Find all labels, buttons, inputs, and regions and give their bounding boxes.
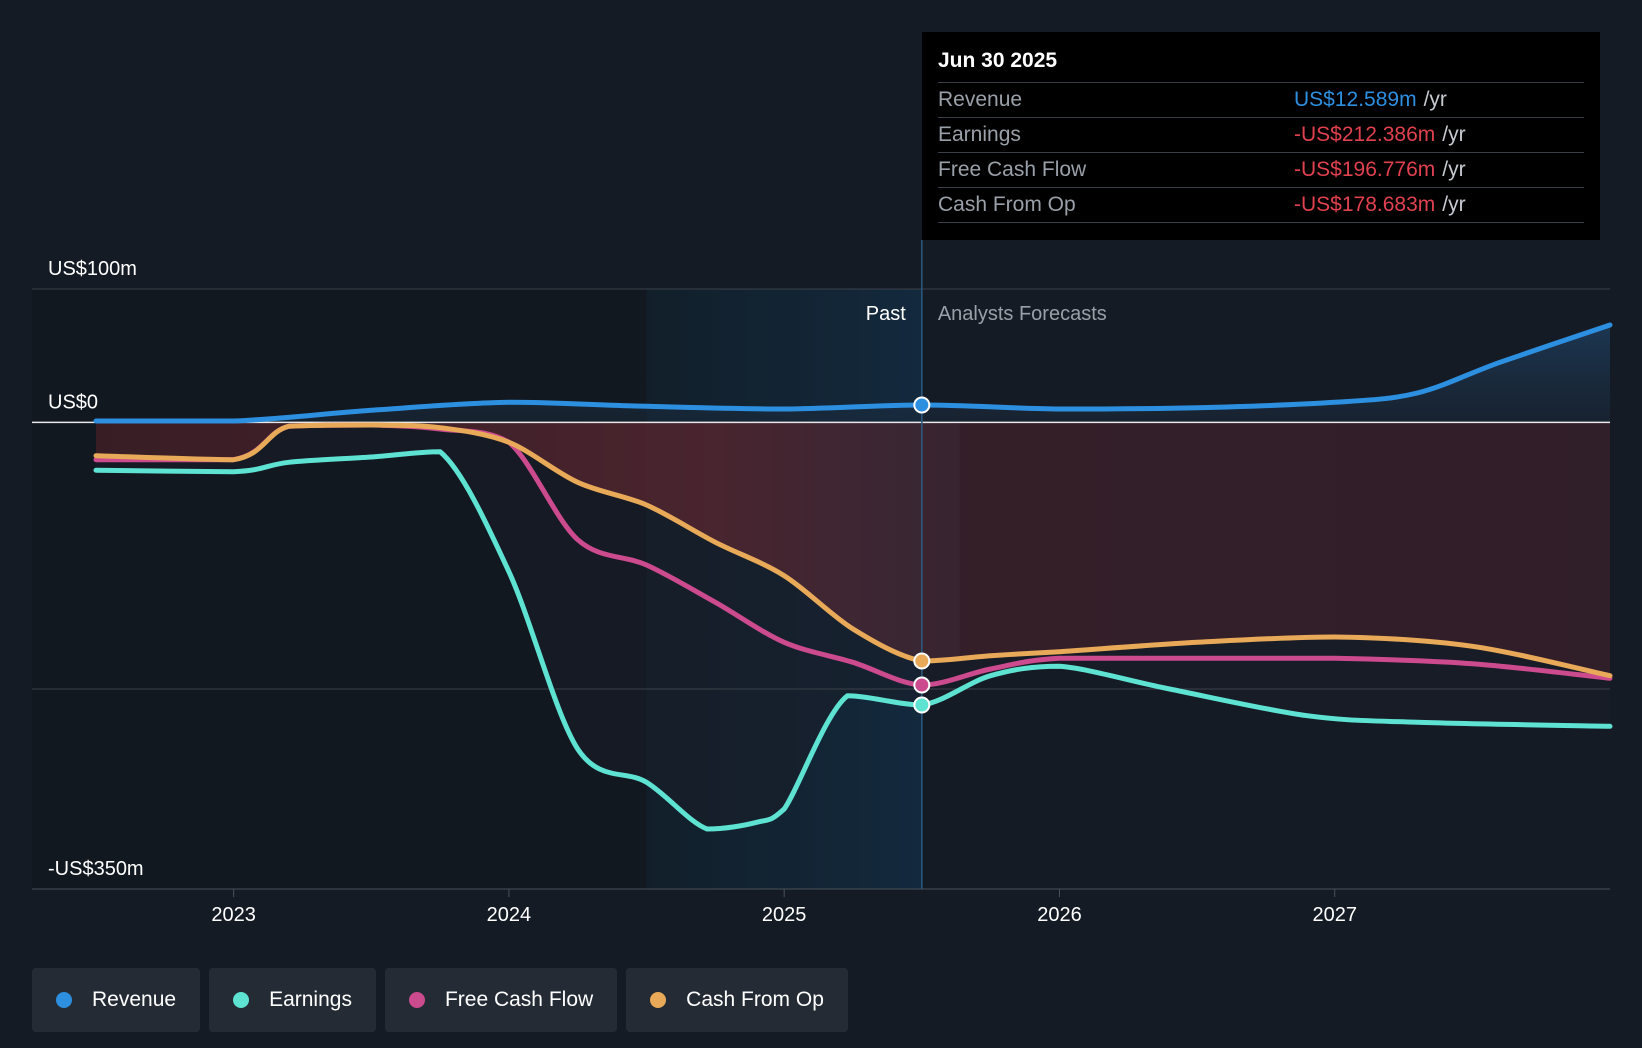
legend-label: Cash From Op bbox=[686, 988, 824, 1011]
revenue-marker[interactable] bbox=[913, 396, 931, 414]
tooltip-value: -US$212.386m bbox=[1294, 123, 1436, 146]
tooltip-row-revenue: Revenue US$12.589m /yr bbox=[938, 83, 1584, 118]
tooltip-unit: /yr bbox=[1442, 123, 1466, 146]
tooltip-value: -US$178.683m bbox=[1294, 193, 1436, 216]
tooltip-row-free-cash-flow: Free Cash Flow -US$196.776m /yr bbox=[938, 153, 1584, 188]
tooltip-label: Revenue bbox=[938, 88, 1023, 111]
x-tick-label: 2023 bbox=[211, 904, 256, 926]
x-tick-label: 2025 bbox=[762, 904, 807, 926]
y-axis-label: -US$350m bbox=[48, 858, 144, 880]
tooltip: Jun 30 2025 Revenue US$12.589m /yr Earni… bbox=[922, 32, 1600, 240]
tooltip-row-earnings: Earnings -US$212.386m /yr bbox=[938, 118, 1584, 153]
earnings-area-shade bbox=[96, 422, 1610, 829]
legend-label: Free Cash Flow bbox=[444, 988, 594, 1011]
revenue-area-fill bbox=[96, 325, 1610, 423]
y-axis-label: US$100m bbox=[48, 258, 137, 280]
tooltip-label: Free Cash Flow bbox=[938, 158, 1087, 181]
legend-dot-icon bbox=[650, 992, 667, 1008]
tooltip-unit: /yr bbox=[1423, 88, 1447, 111]
legend: Revenue Earnings Free Cash Flow Cash Fro… bbox=[32, 968, 848, 1032]
cash-from-op-line bbox=[93, 422, 1613, 679]
tooltip-label: Earnings bbox=[938, 123, 1021, 146]
legend-item-revenue[interactable]: Revenue bbox=[32, 968, 201, 1032]
revenue-line bbox=[93, 322, 1613, 424]
x-tick-label: 2027 bbox=[1312, 904, 1357, 926]
y-axis-label: US$0 bbox=[48, 391, 98, 413]
forecast-label: Analysts Forecasts bbox=[938, 303, 1107, 325]
tooltip-label: Cash From Op bbox=[938, 193, 1076, 216]
x-tick-label: 2024 bbox=[487, 904, 532, 926]
tooltip-value: US$12.589m bbox=[1294, 88, 1417, 111]
tooltip-date: Jun 30 2025 bbox=[938, 46, 1584, 83]
legend-dot-icon bbox=[56, 992, 72, 1008]
tooltip-value: -US$196.776m bbox=[1294, 158, 1436, 181]
tooltip-unit: /yr bbox=[1442, 193, 1466, 216]
cash-from-op-marker[interactable] bbox=[913, 652, 931, 670]
legend-item-cash-from-op[interactable]: Cash From Op bbox=[626, 968, 848, 1032]
legend-dot-icon bbox=[233, 992, 250, 1008]
tooltip-unit: /yr bbox=[1442, 158, 1466, 181]
tooltip-row-cash-from-op: Cash From Op -US$178.683m /yr bbox=[938, 188, 1584, 223]
legend-item-earnings[interactable]: Earnings bbox=[209, 968, 376, 1032]
earnings-line bbox=[93, 449, 1613, 832]
legend-dot-icon bbox=[408, 992, 425, 1008]
legend-label: Revenue bbox=[92, 988, 177, 1011]
legend-label: Earnings bbox=[269, 988, 352, 1011]
x-tick-label: 2026 bbox=[1037, 904, 1082, 926]
free-cash-flow-marker[interactable] bbox=[913, 676, 931, 694]
earnings-marker[interactable] bbox=[913, 696, 931, 714]
legend-item-free-cash-flow[interactable]: Free Cash Flow bbox=[384, 968, 618, 1032]
past-label: Past bbox=[866, 303, 906, 325]
